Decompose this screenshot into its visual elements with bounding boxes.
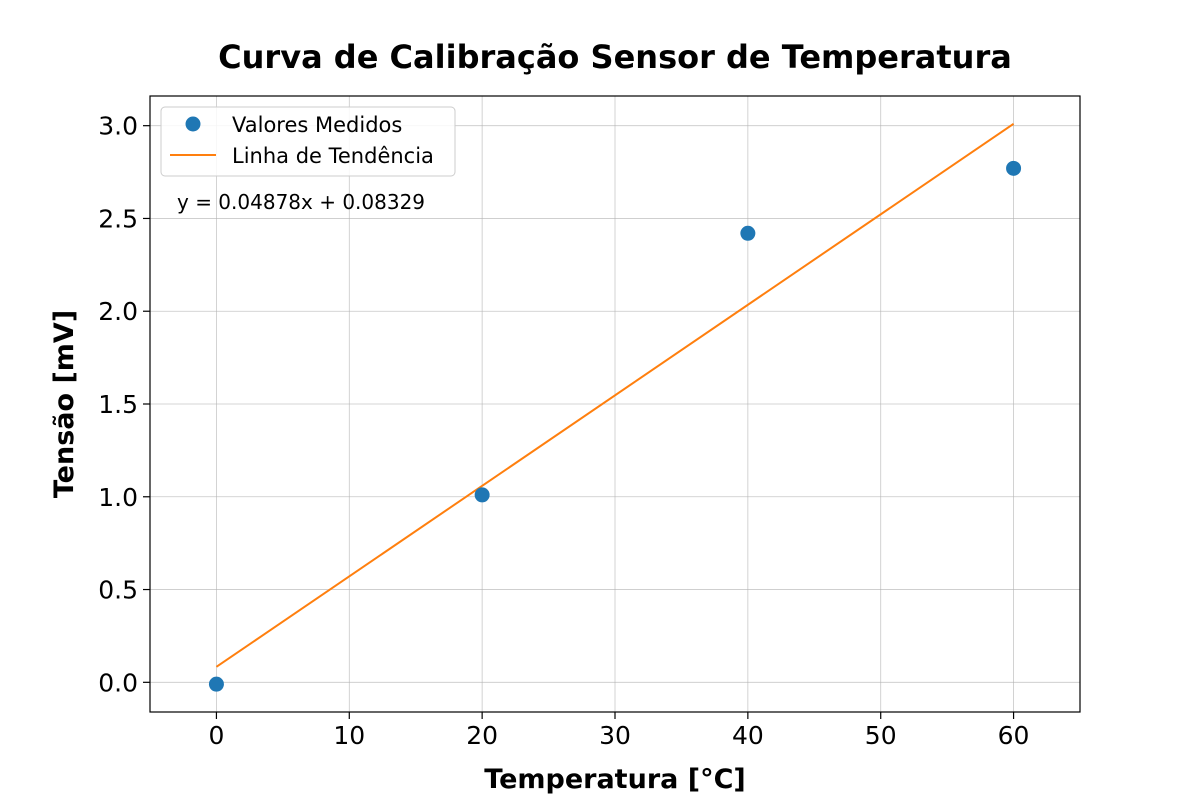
legend-label-trendline: Linha de Tendência [232, 144, 434, 168]
chart-title: Curva de Calibração Sensor de Temperatur… [218, 38, 1012, 76]
x-tick-label: 50 [865, 721, 897, 750]
y-tick-label: 0.5 [98, 576, 138, 605]
y-tick-label: 3.0 [98, 112, 138, 141]
x-axis-label: Temperatura [°C] [484, 764, 746, 795]
y-tick-label: 2.5 [98, 204, 138, 233]
legend-label-measured: Valores Medidos [232, 113, 402, 137]
data-point [740, 225, 756, 241]
trendline [215, 122, 1015, 668]
legend-box [160, 106, 456, 177]
data-point [1006, 160, 1022, 176]
equation-annotation: y = 0.04878x + 0.08329 [177, 190, 425, 214]
legend-marker-measured [185, 116, 201, 132]
x-tick-label: 40 [732, 721, 764, 750]
ticks-layer: 0 10 20 30 40 50 60 0.0 0.5 1.0 1.5 2.0 2.5 3.0 [98, 112, 1029, 750]
x-tick-label: 20 [466, 721, 498, 750]
x-tick-label: 10 [333, 721, 365, 750]
x-tick-label: 30 [599, 721, 631, 750]
y-tick-label: 2.0 [98, 297, 138, 326]
y-tick-label: 1.0 [98, 483, 138, 512]
y-axis-label: Tensão [mV] [49, 310, 80, 498]
x-tick-label: 0 [208, 721, 224, 750]
x-tick-label: 60 [998, 721, 1030, 750]
grid-layer [150, 96, 1080, 712]
series-layer [208, 122, 1022, 692]
legend: Valores Medidos Linha de Tendência [160, 106, 456, 177]
data-point [208, 676, 224, 692]
data-point [474, 487, 490, 503]
y-tick-label: 1.5 [98, 390, 138, 419]
y-tick-label: 0.0 [98, 668, 138, 697]
